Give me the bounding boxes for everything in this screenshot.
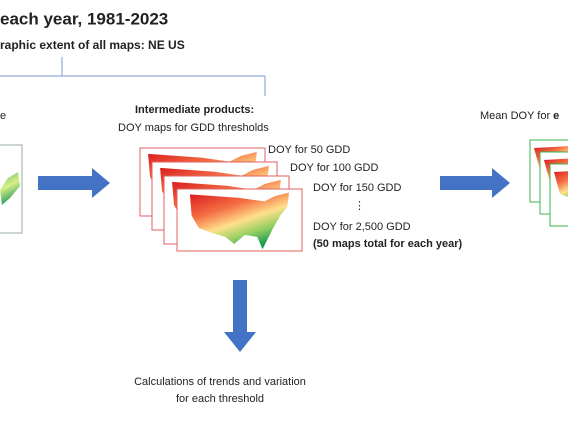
bottom-line: Calculations of trends and variation [134, 376, 306, 388]
right-label-text: Mean DOY for [480, 110, 553, 122]
arrow [38, 168, 110, 198]
middle-title: Intermediate products: [135, 104, 254, 116]
right-label: Mean DOY for e [480, 110, 559, 122]
map-stack [139, 147, 303, 252]
left-label: e [0, 110, 6, 122]
right-label-bold: e [553, 110, 559, 122]
middle-subtitle: DOY maps for GDD thresholds [118, 122, 269, 134]
layer-label: DOY for 150 GDD [313, 182, 401, 194]
arrow-down [224, 280, 256, 352]
layer-label: DOY for 100 GDD [290, 162, 378, 174]
layer-label: DOY for 50 GDD [268, 144, 350, 156]
bracket [0, 57, 266, 96]
arrow [440, 168, 510, 198]
note: (50 maps total for each year) [313, 238, 463, 250]
subtitle: raphic extent of all maps: NE US [0, 38, 185, 52]
output-maps [529, 139, 568, 227]
bottom-line: for each threshold [176, 393, 264, 405]
title: each year, 1981-2023 [0, 9, 168, 28]
layer-label: DOY for 2,500 GDD [313, 221, 411, 233]
input-map-shape [0, 172, 20, 205]
layer-label: ⋮ [354, 200, 365, 212]
